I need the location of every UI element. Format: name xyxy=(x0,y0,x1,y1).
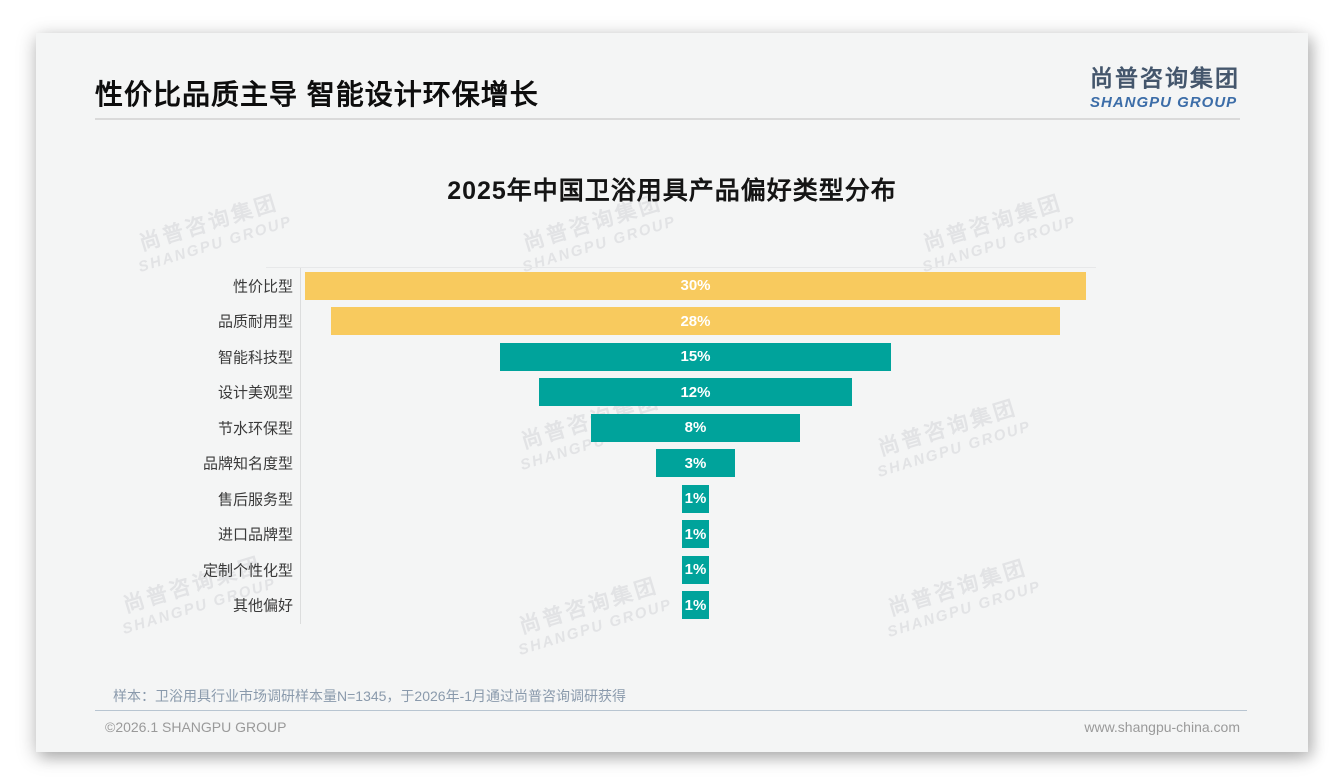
sample-note: 样本：卫浴用具行业市场调研样本量N=1345，于2026年-1月通过尚普咨询调研… xyxy=(113,688,627,704)
category-label: 定制个性化型 xyxy=(202,562,293,580)
logo: 尚普咨询集团 SHANGPU GROUP xyxy=(1090,59,1240,111)
website-url: www.shangpu-china.com xyxy=(1084,719,1240,735)
bar-row: 定制个性化型 1% xyxy=(36,552,1308,588)
bar-row: 设计美观型 12% xyxy=(36,375,1308,411)
bar-row: 品质耐用型 28% xyxy=(36,304,1308,340)
bar-value-label: 1% xyxy=(684,525,707,543)
bar: 12% xyxy=(539,378,852,407)
bar: 8% xyxy=(591,413,800,442)
bar: 1% xyxy=(682,520,709,549)
bar-plot: 性价比型 30% 品质耐用型 28% 智能科技型 15% 设计美观型 12% 节水环保型 8% 品牌… xyxy=(36,267,1308,624)
category-label: 节水环保型 xyxy=(217,420,293,438)
bar: 3% xyxy=(656,449,735,478)
bar-row: 品牌知名度型 3% xyxy=(36,446,1308,482)
chart-title: 2025年中国卫浴用具产品偏好类型分布 xyxy=(447,177,897,205)
bar: 1% xyxy=(682,591,709,620)
bar-value-label: 15% xyxy=(680,348,711,366)
category-label: 设计美观型 xyxy=(217,384,293,402)
page-title: 性价比品质主导 智能设计环保增长 xyxy=(95,79,539,110)
category-label: 品牌知名度型 xyxy=(202,455,293,473)
logo-chinese-text: 尚普咨询集团 xyxy=(1090,65,1240,91)
bar-value-label: 28% xyxy=(680,312,711,330)
bar: 15% xyxy=(500,342,891,371)
footer-divider xyxy=(95,710,1247,711)
bar-row: 智能科技型 15% xyxy=(36,339,1308,375)
bar-value-label: 1% xyxy=(684,490,707,508)
bar-row: 进口品牌型 1% xyxy=(36,517,1308,553)
bar-row: 售后服务型 1% xyxy=(36,481,1308,517)
bar: 30% xyxy=(305,271,1086,300)
bar-row: 其他偏好 1% xyxy=(36,588,1308,624)
bar-value-label: 30% xyxy=(680,277,711,295)
category-label: 智能科技型 xyxy=(217,349,293,367)
bar-value-label: 12% xyxy=(680,383,711,401)
bar-row: 节水环保型 8% xyxy=(36,410,1308,446)
copyright-text: ©2026.1 SHANGPU GROUP xyxy=(105,719,287,735)
slide-card: 尚普咨询集团 SHANGPU GROUP 尚普咨询集团 SHANGPU GROUP 尚普… xyxy=(36,33,1308,752)
category-label: 性价比型 xyxy=(232,278,293,296)
bar: 1% xyxy=(682,484,709,513)
category-label: 售后服务型 xyxy=(217,491,293,509)
bar-value-label: 8% xyxy=(684,419,707,437)
bar-row: 性价比型 30% xyxy=(36,268,1308,304)
title-divider xyxy=(95,118,1240,120)
bar-value-label: 1% xyxy=(684,561,707,579)
logo-english-text: SHANGPU GROUP xyxy=(1090,94,1238,111)
bar-value-label: 3% xyxy=(684,454,707,472)
bar: 1% xyxy=(682,555,709,584)
category-label: 进口品牌型 xyxy=(217,526,293,544)
plot-top-gridline xyxy=(266,267,1096,268)
bar: 28% xyxy=(331,307,1060,336)
category-label: 其他偏好 xyxy=(232,597,293,615)
category-axis-line xyxy=(300,268,301,624)
bar-value-label: 1% xyxy=(684,596,707,614)
category-label: 品质耐用型 xyxy=(217,313,293,331)
